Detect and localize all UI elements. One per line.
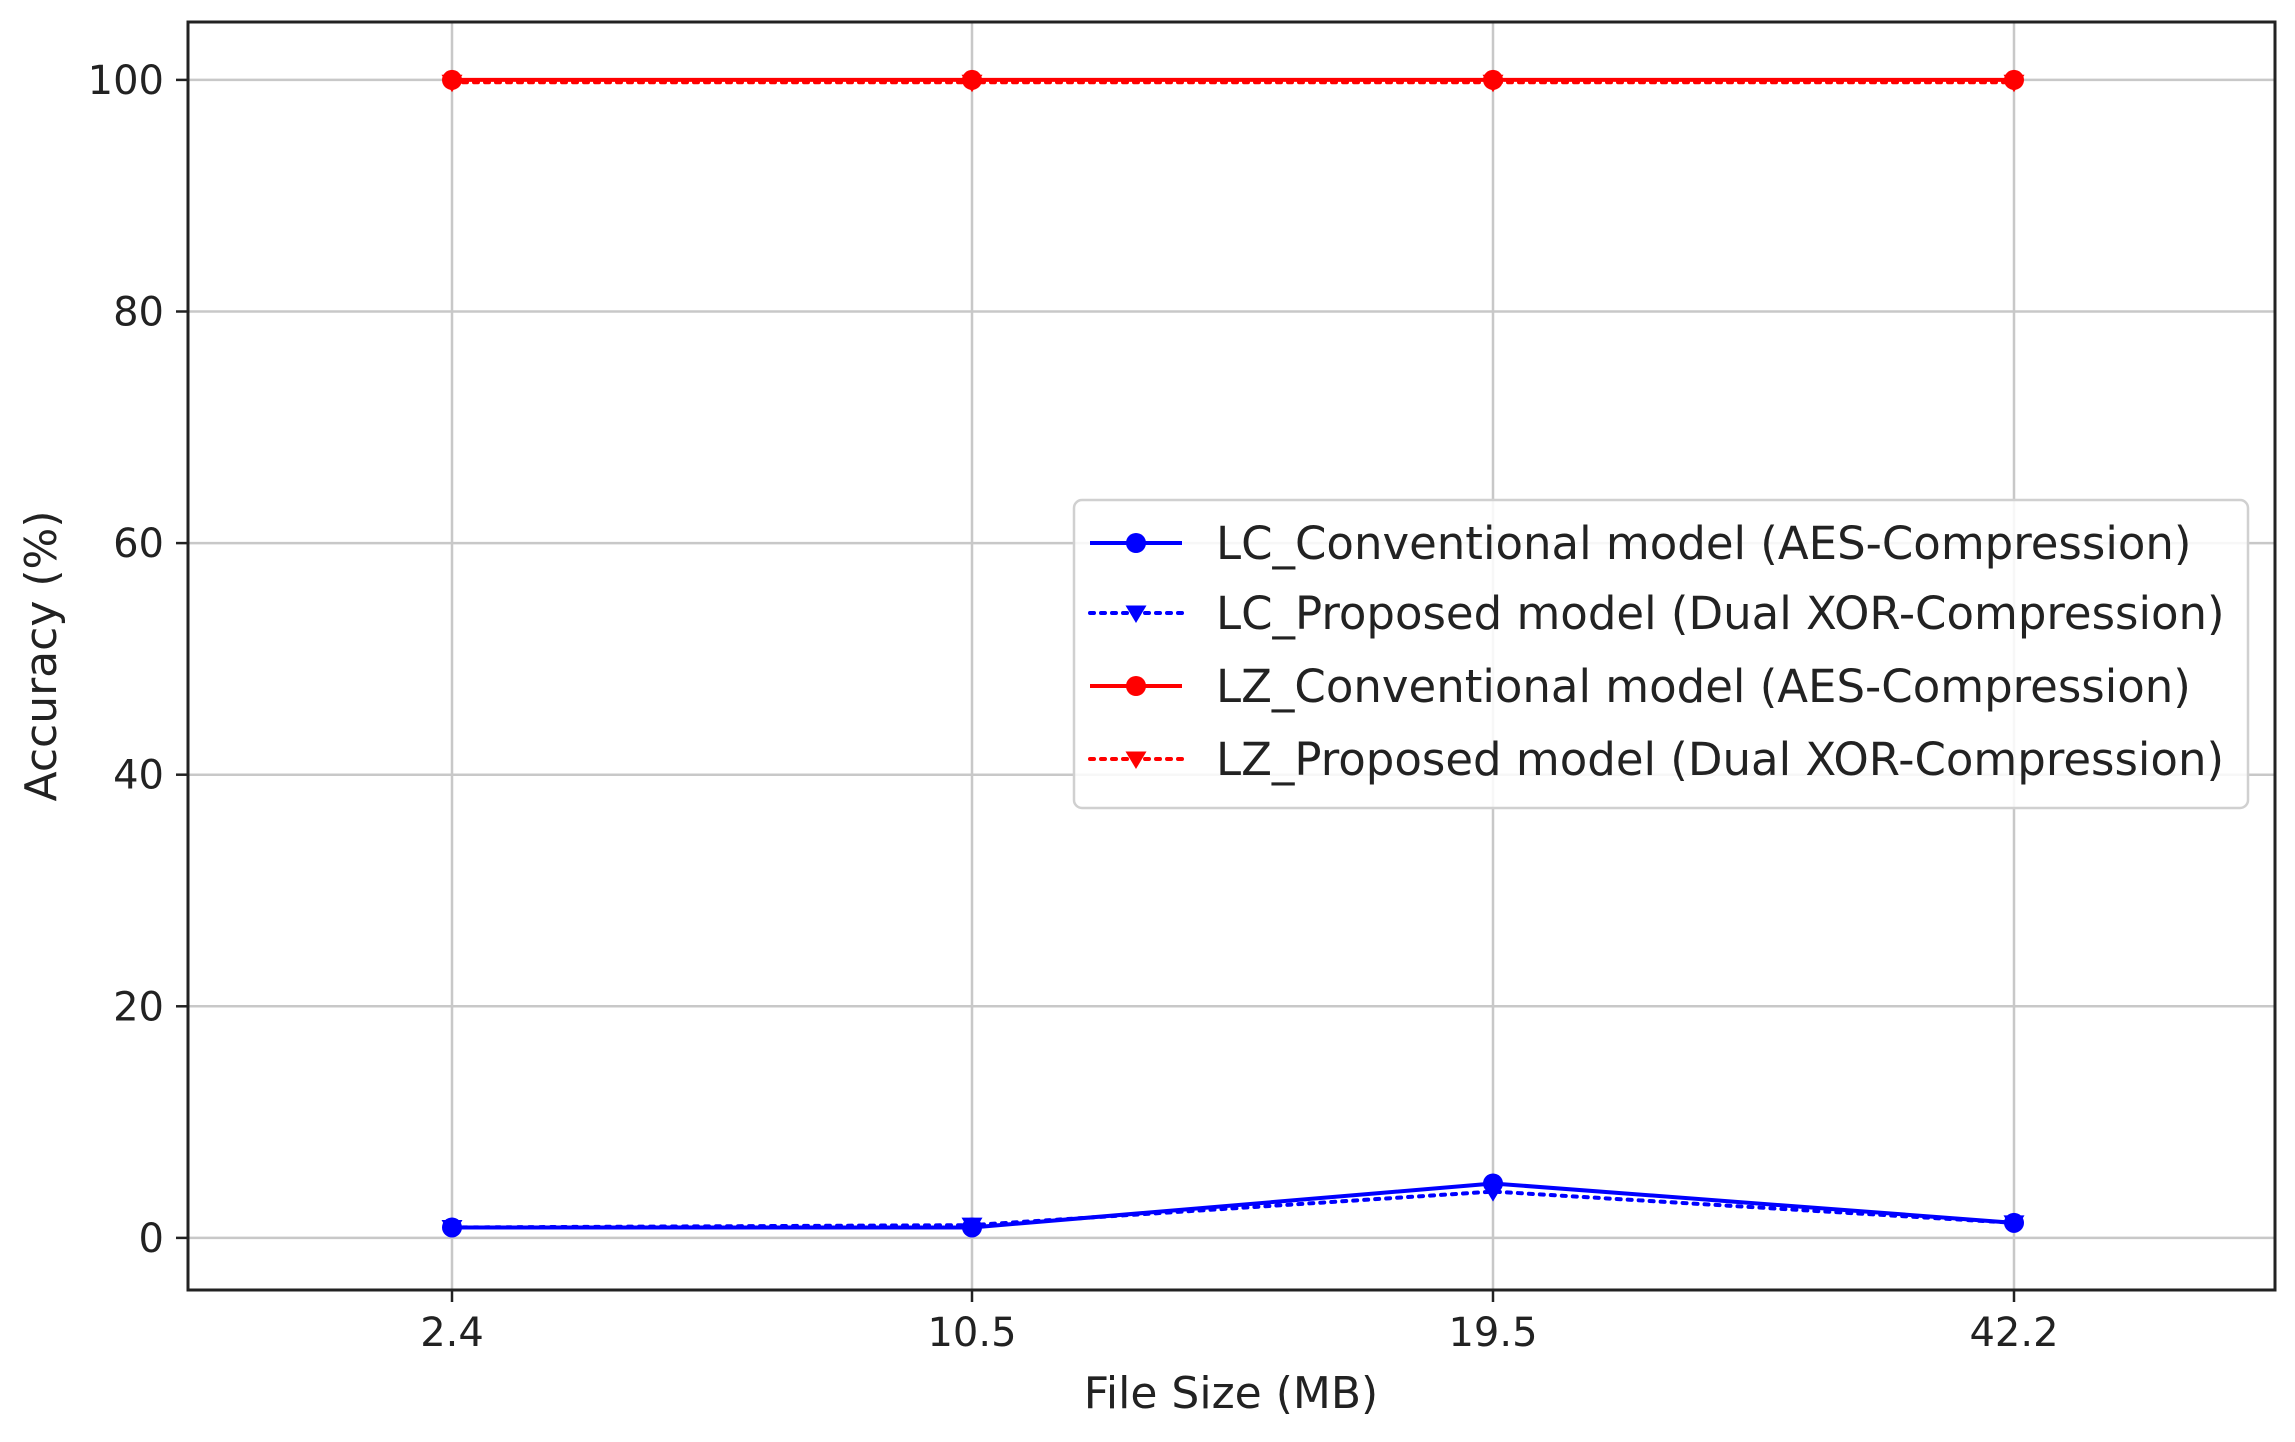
data-point — [1483, 1173, 1503, 1194]
y-axis-label: Accuracy (%) — [16, 510, 67, 801]
series-3 — [441, 74, 2025, 93]
x-tick-label: 2.4 — [420, 1310, 484, 1356]
y-tick-label: 100 — [88, 58, 164, 104]
data-point — [442, 1217, 462, 1238]
axis-ticks: 2.4 10.5 19.5 42.2 0 20 40 60 80 100 — [88, 58, 2059, 1356]
y-tick-label: 40 — [113, 753, 164, 799]
x-tick-label: 19.5 — [1448, 1310, 1537, 1356]
plot-area-frame — [186, 20, 2277, 1292]
data-point — [962, 69, 982, 90]
x-axis-label: File Size (MB) — [1084, 1368, 1378, 1419]
series-layer — [441, 69, 2025, 1238]
legend-item: LZ_Conventional model (AES-Compression) — [1090, 660, 2191, 713]
data-point — [2004, 69, 2024, 90]
y-tick-label: 20 — [113, 984, 164, 1030]
legend-swatch-marker — [1126, 533, 1146, 553]
legend-box — [1072, 498, 2250, 810]
y-tick-label: 60 — [113, 521, 164, 567]
series-2 — [442, 69, 2024, 90]
data-point — [962, 1217, 982, 1238]
x-tick-label: 10.5 — [927, 1310, 1016, 1356]
y-tick-label: 80 — [113, 289, 164, 335]
legend-swatch-marker — [1125, 605, 1147, 623]
legend-label: LZ_Proposed model (Dual XOR-Compression) — [1216, 733, 2224, 786]
legend-item: LZ_Proposed model (Dual XOR-Compression) — [1088, 733, 2224, 786]
legend-label: LC_Proposed model (Dual XOR-Compression) — [1216, 587, 2225, 640]
series-line — [452, 1181, 2015, 1230]
legend: LC_Conventional model (AES-Compression) L… — [1072, 498, 2250, 810]
y-tick-label: 0 — [139, 1216, 164, 1262]
series-0 — [442, 1173, 2024, 1238]
legend-swatch-marker — [1126, 676, 1146, 696]
legend-item: LC_Conventional model (AES-Compression) — [1090, 517, 2191, 570]
data-point — [2004, 1212, 2024, 1233]
legend-swatch-marker — [1125, 751, 1147, 769]
legend-label: LC_Conventional model (AES-Compression) — [1216, 517, 2191, 570]
x-tick-label: 42.2 — [1969, 1310, 2058, 1356]
series-line — [450, 1189, 2016, 1230]
data-point — [442, 69, 462, 90]
legend-label: LZ_Conventional model (AES-Compression) — [1216, 660, 2191, 713]
legend-item: LC_Proposed model (Dual XOR-Compression) — [1088, 587, 2225, 640]
data-point — [1483, 69, 1503, 90]
